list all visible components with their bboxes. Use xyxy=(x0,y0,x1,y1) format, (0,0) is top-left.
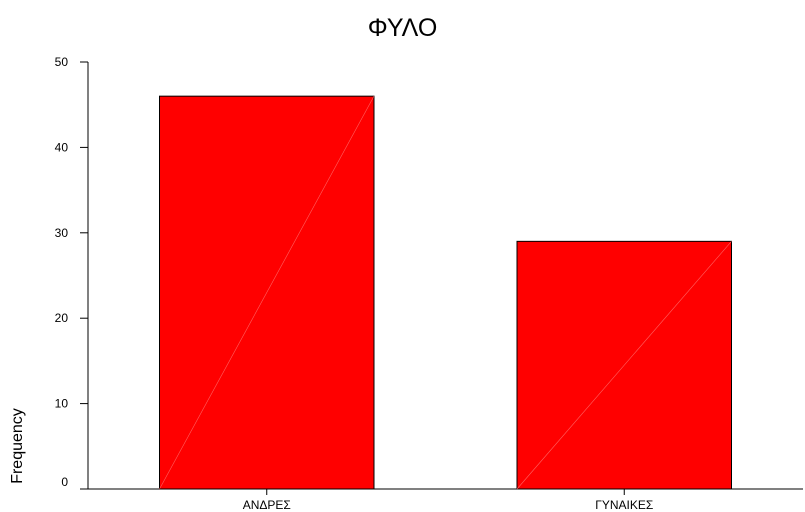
y-axis-label: Frequency xyxy=(9,408,26,484)
y-tick-label: 0 xyxy=(61,475,68,489)
y-tick-label: 40 xyxy=(55,140,69,154)
y-tick-label: 50 xyxy=(55,55,69,69)
x-tick-label: ΓΥΝΑΙΚΕΣ xyxy=(595,498,653,512)
y-tick-label: 10 xyxy=(55,397,69,411)
y-tick-label: 30 xyxy=(55,226,69,240)
bar-diagonal-2 xyxy=(516,241,732,490)
chart-title: ΦΥΛΟ xyxy=(367,14,438,42)
y-tick-label: 20 xyxy=(55,311,69,325)
x-tick-label: ΑΝΔΡΕΣ xyxy=(243,498,291,512)
bar-diagonal-1 xyxy=(159,96,375,490)
